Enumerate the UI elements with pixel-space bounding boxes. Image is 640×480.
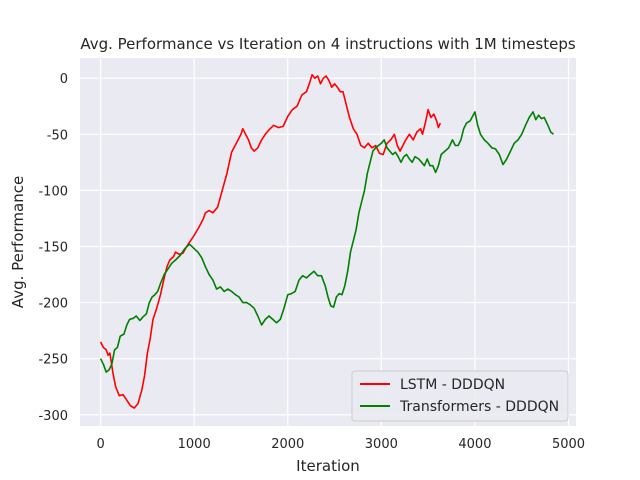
series-line-lstm	[99, 74, 442, 409]
series-lines	[99, 74, 555, 409]
y-tick-label: -300	[38, 409, 68, 424]
y-tick-label: -150	[38, 240, 68, 255]
plot-background	[80, 58, 576, 426]
y-tick-label: -200	[38, 297, 68, 312]
y-tick-labels: 0 -50 -100 -150 -200 -250 -300	[38, 72, 68, 424]
y-tick-label: 0	[60, 72, 68, 87]
legend-label-lstm: LSTM - DDDQN	[400, 377, 505, 393]
y-tick-label: -250	[38, 353, 68, 368]
y-axis-label: Avg. Performance	[9, 176, 27, 308]
x-tick-label: 1000	[178, 437, 211, 452]
x-axis-label: Iteration	[296, 457, 360, 475]
x-tick-label: 3000	[365, 437, 398, 452]
x-tick-label: 0	[96, 437, 104, 452]
y-tick-label: -50	[47, 128, 68, 143]
y-tick-label: -100	[38, 184, 68, 199]
legend-label-transformers: Transformers - DDDQN	[399, 399, 559, 415]
chart-title: Avg. Performance vs Iteration on 4 instr…	[80, 35, 576, 53]
legend: LSTM - DDDQN Transformers - DDDQN	[351, 370, 569, 422]
x-tick-label: 2000	[271, 437, 304, 452]
grid-lines	[80, 58, 576, 426]
series-line-transformers	[99, 111, 555, 373]
x-tick-labels: 0 1000 2000 3000 4000 5000	[96, 437, 585, 452]
x-tick-label: 4000	[458, 437, 491, 452]
x-tick-label: 5000	[552, 437, 585, 452]
legend-box	[351, 370, 569, 422]
